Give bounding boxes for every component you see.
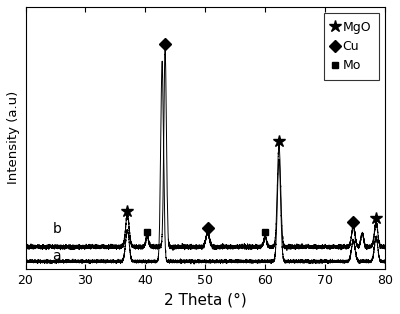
Y-axis label: Intensity (a.u): Intensity (a.u) [7,91,20,184]
Text: b: b [52,222,61,236]
Legend: MgO, Cu, Mo: MgO, Cu, Mo [324,13,379,80]
X-axis label: 2 Theta (°): 2 Theta (°) [164,292,247,307]
Text: a: a [52,249,61,263]
